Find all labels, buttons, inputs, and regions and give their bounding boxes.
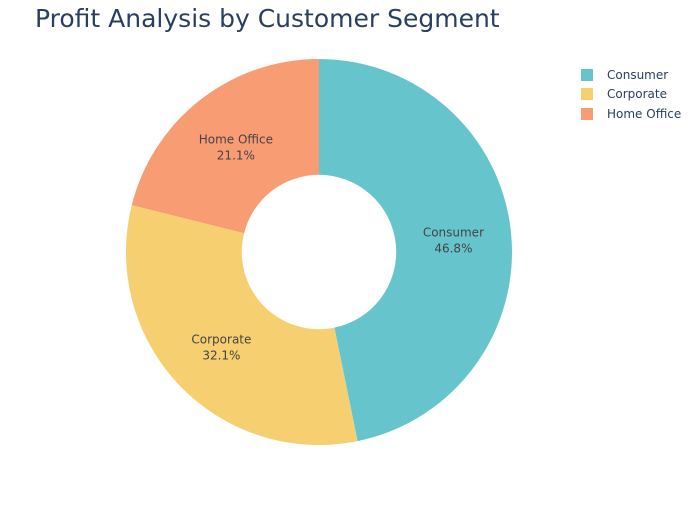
legend-item-corporate[interactable]: Corporate <box>581 85 681 105</box>
slice-percent-home-office: 21.1% <box>217 149 255 163</box>
slice-label-home-office: Home Office <box>199 133 273 147</box>
legend: Consumer Corporate Home Office <box>581 65 681 124</box>
slice-percent-consumer: 46.8% <box>434 241 472 255</box>
slice-label-corporate: Corporate <box>191 332 251 346</box>
legend-label-corporate: Corporate <box>607 87 667 102</box>
legend-swatch-corporate <box>581 88 593 101</box>
slice-percent-corporate: 32.1% <box>202 348 240 362</box>
legend-item-consumer[interactable]: Consumer <box>581 65 681 85</box>
slice-corporate[interactable] <box>126 205 358 445</box>
legend-swatch-home-office <box>581 107 593 120</box>
slice-label-consumer: Consumer <box>423 225 484 239</box>
legend-label-home-office: Home Office <box>607 106 682 121</box>
slice-consumer[interactable] <box>319 59 512 442</box>
legend-label-consumer: Consumer <box>607 67 669 82</box>
slice-home-office[interactable] <box>131 58 319 234</box>
legend-swatch-consumer <box>581 68 593 81</box>
legend-item-home-office[interactable]: Home Office <box>581 104 681 124</box>
chart-title: Profit Analysis by Customer Segment <box>35 4 500 33</box>
